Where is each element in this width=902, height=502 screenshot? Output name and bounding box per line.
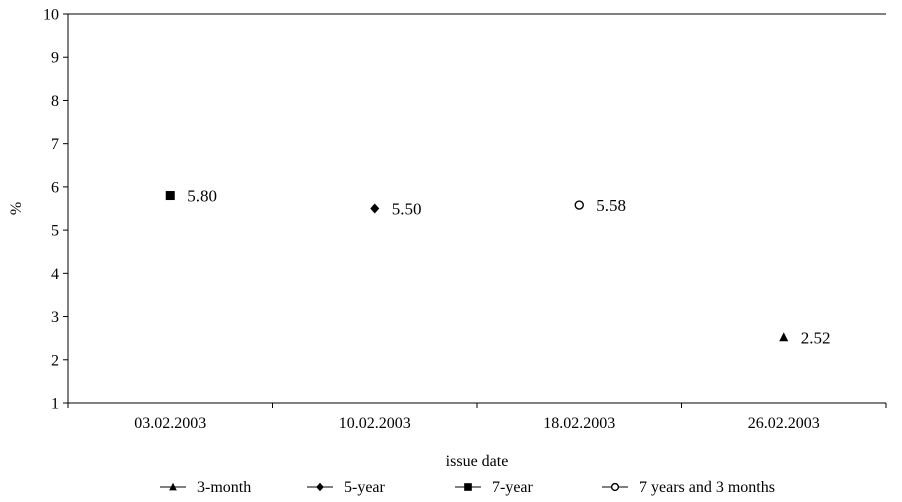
legend-marker-square [464, 483, 472, 491]
legend-item: 5-year [307, 479, 386, 496]
y-tick-label: 4 [51, 266, 59, 283]
legend-label: 7-year [492, 479, 534, 496]
data-label: 2.52 [801, 328, 831, 347]
legend-marker-triangle [169, 482, 177, 491]
y-tick-label: 6 [51, 179, 59, 196]
x-tick-label: 03.02.2003 [134, 415, 206, 432]
data-point-triangle [779, 332, 789, 342]
y-axis-ticks: 1 2 3 4 5 6 7 8 9 10 [43, 7, 68, 413]
data-point-square [165, 191, 175, 201]
legend-label: 5-year [344, 479, 386, 496]
y-tick-label: 3 [51, 309, 59, 326]
legend-marker-diamond [316, 482, 324, 492]
y-tick-label: 1 [51, 396, 59, 413]
legend: 3-month 5-year 7-year 7 years and 3 months [160, 479, 775, 496]
data-point-diamond [370, 203, 380, 214]
legend-item: 3-month [160, 479, 251, 496]
x-axis-title: issue date [446, 453, 509, 470]
plot-area [67, 13, 886, 404]
y-axis-title: % [8, 202, 25, 215]
x-axis-ticks: 03.02.2003 10.02.2003 18.02.2003 26.02.2003 [67, 403, 887, 432]
legend-item: 7 years and 3 months [602, 479, 775, 496]
y-tick-label: 5 [51, 223, 59, 240]
data-label: 5.58 [596, 196, 626, 215]
y-tick-label: 9 [51, 50, 59, 67]
x-tick-label: 10.02.2003 [339, 415, 411, 432]
data-label: 5.80 [187, 187, 217, 206]
data-point-circle-open [574, 200, 584, 210]
x-tick-label: 26.02.2003 [748, 415, 820, 432]
y-tick-label: 10 [43, 7, 59, 24]
y-tick-label: 8 [51, 93, 59, 110]
legend-label: 3-month [197, 479, 251, 496]
legend-marker-circle-open [610, 482, 620, 492]
legend-item: 7-year [455, 479, 534, 496]
y-tick-label: 2 [51, 352, 59, 369]
x-tick-label: 18.02.2003 [543, 415, 615, 432]
data-points: 2.52 5.50 5.80 5.58 [165, 187, 831, 347]
legend-label: 7 years and 3 months [639, 479, 775, 496]
data-label: 5.50 [392, 200, 422, 219]
axes-frame [67, 13, 886, 404]
y-tick-label: 7 [51, 136, 59, 153]
